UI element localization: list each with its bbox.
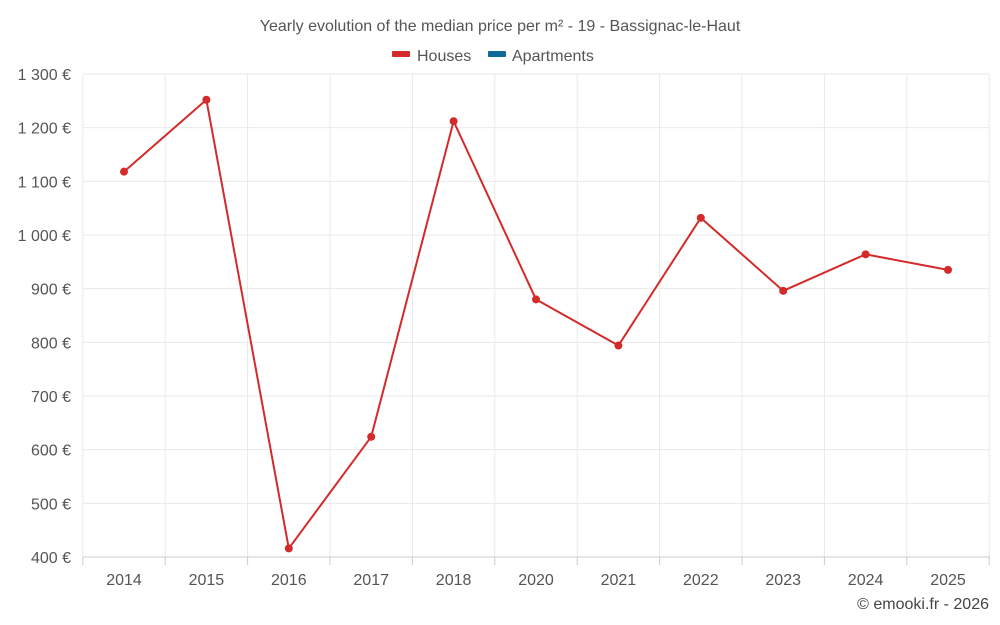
x-tick-label: 2017 [353,572,389,589]
data-point-houses-2016[interactable] [284,544,293,553]
legend-label-apartments[interactable]: Apartments [512,48,594,65]
x-tick-label: 2015 [189,572,225,589]
y-tick-label: 500 € [31,496,71,513]
y-tick-label: 1 000 € [18,228,71,245]
x-tick-label: 2022 [683,572,719,589]
data-point-houses-2018[interactable] [449,117,458,126]
y-axis: 400 € 500 € 600 € 700 € 800 € 900 € 1 000 € 1 1… [18,67,71,567]
y-tick-label: 1 100 € [18,174,71,191]
legend-swatch-apartments [488,51,506,57]
x-tick-label: 2018 [436,572,472,589]
legend: Houses Apartments [392,48,594,65]
data-point-houses-2025[interactable] [944,265,952,274]
data-point-houses-2024[interactable] [861,250,870,259]
data-point-houses-2022[interactable] [696,213,705,222]
data-point-houses-2020[interactable] [532,295,540,304]
series-houses [120,95,952,553]
data-point-houses-2017[interactable] [367,432,376,441]
x-tick-label: 2020 [518,572,554,589]
x-axis: 2014 2015 2016 2017 2018 2020 2021 2022 2023 2024… [82,556,990,589]
x-tick-label: 2016 [271,572,307,589]
y-tick-label: 400 € [31,550,71,567]
y-tick-label: 800 € [31,335,71,352]
gridlines [82,73,990,557]
y-tick-label: 1 200 € [18,121,71,138]
legend-label-houses[interactable]: Houses [417,48,471,65]
x-tick-label: 2025 [930,572,966,589]
y-tick-label: 900 € [31,282,71,299]
y-tick-label: 1 300 € [18,67,71,84]
data-point-houses-2014[interactable] [120,167,128,176]
x-tick-label: 2014 [106,572,142,589]
x-tick-label: 2024 [848,572,884,589]
data-point-houses-2021[interactable] [614,341,623,350]
data-point-houses-2023[interactable] [779,286,788,295]
x-tick-label: 2021 [601,572,637,589]
y-tick-label: 700 € [31,389,71,406]
x-tick-label: 2023 [765,572,801,589]
credit-text: © emooki.fr - 2026 [857,596,989,613]
legend-swatch-houses [392,51,410,57]
data-point-houses-2015[interactable] [202,95,211,104]
chart-title: Yearly evolution of the median price per… [260,18,741,35]
y-tick-label: 600 € [31,443,71,460]
